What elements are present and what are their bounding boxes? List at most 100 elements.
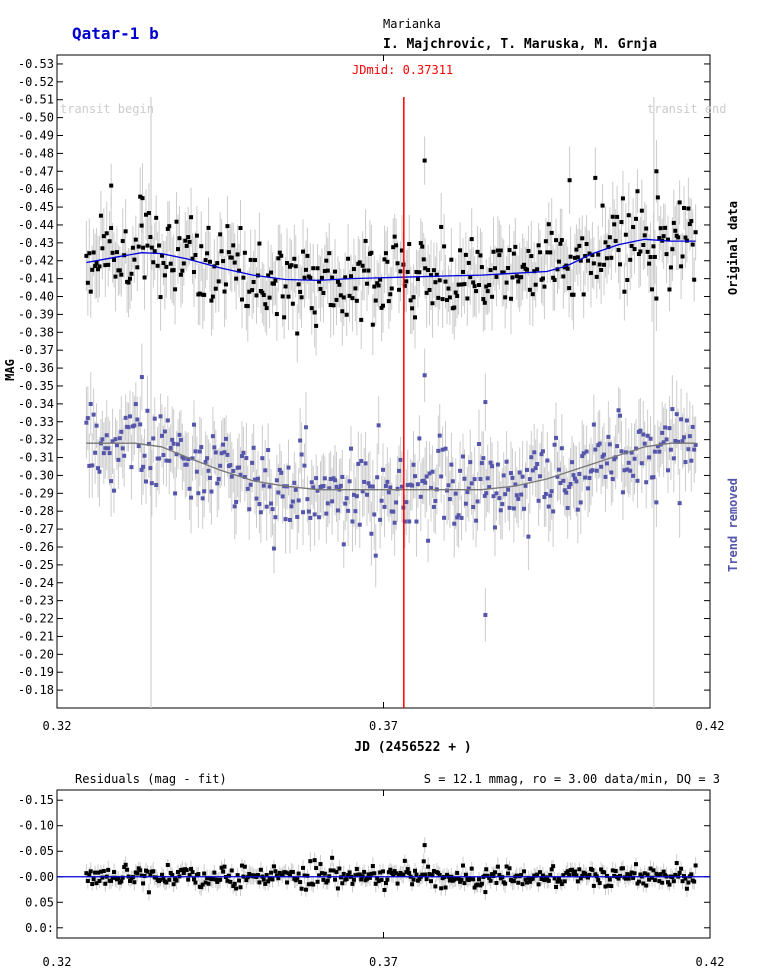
original-data-point: [222, 289, 227, 294]
residual-point: [301, 865, 306, 870]
trend-removed-point: [625, 467, 630, 472]
trend-removed-point: [508, 471, 513, 476]
trend-removed-point: [488, 460, 493, 465]
residual-point: [159, 872, 164, 877]
trend-removed-point: [648, 436, 653, 441]
original-data-point: [529, 254, 534, 259]
trend-removed-point: [189, 495, 194, 500]
trend-removed-point: [402, 519, 407, 524]
trend-removed-point: [159, 433, 164, 438]
trend-removed-point: [381, 467, 386, 472]
trend-removed-point: [328, 477, 333, 482]
residual-point: [570, 867, 575, 872]
y-tick-label: -0.47: [18, 164, 54, 178]
original-data-point: [538, 250, 543, 255]
original-data-point: [437, 278, 442, 283]
residual-point: [88, 869, 93, 874]
trend-removed-point: [298, 438, 303, 443]
original-data-point: [424, 290, 429, 295]
residual-point: [91, 877, 96, 882]
trend-removed-point: [200, 496, 205, 501]
original-data-point: [638, 249, 643, 254]
trend-removed-point: [340, 474, 345, 479]
trend-removed-point: [497, 496, 502, 501]
residual-point: [626, 876, 631, 881]
trend-removed-point: [529, 455, 534, 460]
original-data-point: [223, 282, 228, 287]
original-data-point: [503, 295, 508, 300]
original-data-point: [510, 275, 515, 280]
y-tick-label: -0.40: [18, 290, 54, 304]
original-data-point: [436, 295, 441, 300]
original-data-point: [162, 273, 167, 278]
original-data-point: [238, 226, 243, 231]
residual-point: [234, 886, 239, 891]
original-data-point: [365, 281, 370, 286]
trend-removed-point: [216, 476, 221, 481]
original-data-point: [385, 259, 390, 264]
original-data-point: [522, 262, 527, 267]
original-data-point: [398, 269, 403, 274]
trend-removed-point: [257, 502, 262, 507]
main-plot-frame: [56, 54, 711, 709]
original-data-point: [543, 239, 548, 244]
trend-removed-point: [398, 457, 403, 462]
original-data-point: [343, 275, 348, 280]
residual-point: [453, 876, 458, 881]
original-data-point: [593, 175, 598, 180]
trend-removed-point: [535, 462, 540, 467]
original-data-point: [391, 245, 396, 250]
residual-point: [497, 872, 502, 877]
residual-point: [666, 880, 671, 885]
y-tick-label: -0.27: [18, 522, 54, 536]
original-data-point: [87, 251, 92, 256]
original-data-point: [682, 205, 687, 210]
residual-point: [527, 879, 532, 884]
residuals-title: Residuals (mag - fit): [75, 772, 227, 786]
trend-removed-point: [513, 482, 518, 487]
original-data-point: [219, 249, 224, 254]
original-data-point: [588, 270, 593, 275]
original-data-point: [114, 250, 119, 255]
trend-removed-point: [225, 452, 230, 457]
trend-removed-point: [562, 488, 567, 493]
trend-removed-point: [269, 501, 274, 506]
residual-point: [170, 872, 175, 877]
original-data-point: [599, 268, 604, 273]
trend-removed-point: [168, 446, 173, 451]
original-data-point: [492, 266, 497, 271]
residual-point: [575, 879, 580, 884]
original-data-point: [603, 240, 608, 245]
main-plot-area: -0.53 -0.52 -0.51 -0.50 -0.49 -0.48 -0.47 -0.46…: [18, 55, 724, 733]
trend-removed-point: [548, 493, 553, 498]
trend-removed-point: [353, 509, 358, 514]
residual-y-tick-label: -0.00: [18, 870, 54, 884]
residual-point: [535, 872, 540, 877]
residual-point: [539, 876, 544, 881]
trend-removed-point: [190, 456, 195, 461]
trend-removed-point: [207, 475, 212, 480]
residual-point: [607, 877, 612, 882]
original-data-point: [546, 222, 551, 227]
residual-point: [138, 868, 143, 873]
original-data-point: [657, 236, 662, 241]
original-data-point: [479, 265, 484, 270]
residual-point: [597, 881, 602, 886]
original-data-point: [140, 196, 145, 201]
trend-removed-point: [570, 460, 575, 465]
residual-point: [128, 879, 133, 884]
original-data-point: [290, 301, 295, 306]
residual-point: [634, 862, 639, 867]
original-data-point: [322, 269, 327, 274]
trend-removed-point: [215, 481, 220, 486]
residual-point: [228, 879, 233, 884]
trend-removed-point: [314, 476, 319, 481]
residual-point: [673, 872, 678, 877]
trend-removed-point: [450, 479, 455, 484]
original-data-point: [664, 252, 669, 257]
trend-removed-point: [324, 511, 329, 516]
trend-removed-point: [170, 437, 175, 442]
trend-removed-point: [581, 451, 586, 456]
residual-point: [158, 877, 163, 882]
residual-point: [590, 867, 595, 872]
